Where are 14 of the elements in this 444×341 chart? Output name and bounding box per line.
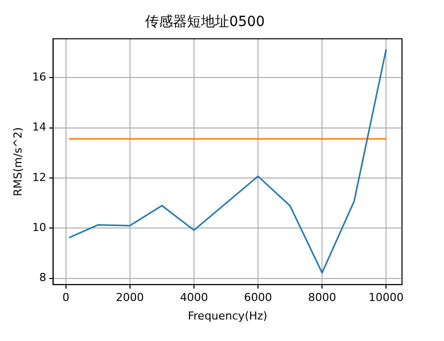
x-tick-label: 2000 <box>116 291 144 304</box>
x-tick-label: 8000 <box>308 291 336 304</box>
y-tick-label: 8 <box>39 271 46 284</box>
x-axis-title: Frequency(Hz) <box>188 309 268 322</box>
y-tick-label: 12 <box>32 170 46 184</box>
x-tick-label: 4000 <box>180 291 208 304</box>
chart-title: 传感器短地址0500 <box>145 14 265 30</box>
y-tick-label: 16 <box>32 70 46 84</box>
y-tick-label: 14 <box>32 120 46 134</box>
x-tick-label: 10000 <box>368 291 404 304</box>
y-tick-label: 10 <box>32 221 46 234</box>
x-tick-label: 6000 <box>244 291 272 304</box>
y-axis-title: RMS(m/s^2) <box>11 127 24 196</box>
x-tick-label: 0 <box>62 291 70 304</box>
